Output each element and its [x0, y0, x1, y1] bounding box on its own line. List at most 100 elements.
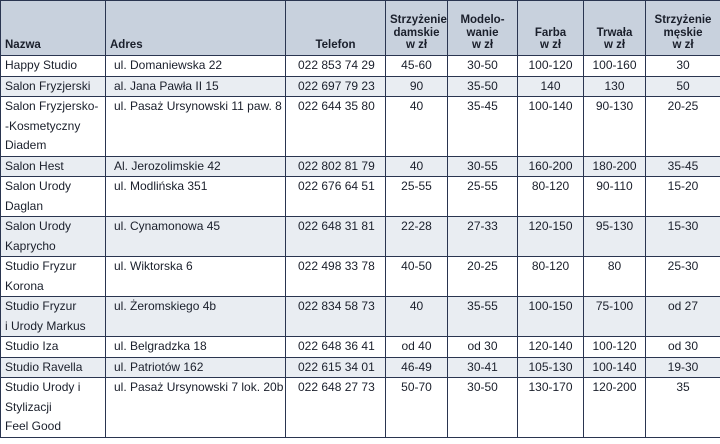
- price-cell: 100-120: [517, 55, 584, 77]
- table-row: Happy Studio ul. Domaniewska 22 022 853 74…: [0, 55, 720, 77]
- header-text: w zł: [603, 39, 626, 52]
- address-cell: ul. Belgradzka 18: [105, 336, 286, 358]
- phone-cell: 022 644 35 80: [285, 96, 386, 157]
- name-text: Salon Fryzjersko-: [5, 99, 99, 113]
- price-cell: 100-140: [517, 96, 584, 157]
- price-cell: 100-140: [583, 356, 646, 378]
- price-cell: 20-25: [645, 96, 720, 157]
- price-cell: 105-130: [517, 356, 584, 378]
- header-cell: Trwała w zł: [583, 0, 646, 56]
- name-text: -Kosmetyczny: [5, 118, 81, 133]
- price-cell: 30-50: [447, 55, 518, 77]
- price-cell: 40-50: [385, 256, 448, 297]
- table-row: Studio Iza ul. Belgradzka 18 022 648 36 41…: [0, 336, 720, 358]
- name-cell: Happy Studio: [0, 55, 106, 77]
- header-cell: Farba w zł: [517, 0, 584, 56]
- phone-cell: 022 802 81 79: [285, 155, 386, 177]
- phone-cell: 022 697 79 23: [285, 75, 386, 97]
- name-text: Daglan: [5, 198, 44, 213]
- price-cell: 80-120: [517, 176, 584, 217]
- price-cell: od 30: [447, 336, 518, 358]
- price-cell: 80: [583, 256, 646, 297]
- price-cell: 120-150: [517, 216, 584, 257]
- name-cell: Salon Urody Kaprycho: [0, 216, 106, 257]
- name-cell: Salon Fryzjerski: [0, 75, 106, 97]
- table-row: Salon Fryzjersko- -Kosmetyczny Diadem ul. P…: [0, 96, 720, 157]
- phone-cell: 022 615 34 01: [285, 356, 386, 378]
- name-text: Studio Fryzur: [5, 259, 77, 273]
- table-row: Salon Urody Daglan ul. Modlińska 351 022 67…: [0, 176, 720, 217]
- table-row: Studio Fryzur Korona ul. Wiktorska 6 022 49…: [0, 256, 720, 297]
- price-cell: 30-41: [447, 356, 518, 378]
- phone-cell: 022 648 31 81: [285, 216, 386, 257]
- phone-cell: 022 648 27 73: [285, 377, 386, 438]
- name-text: Studio Ravella: [5, 359, 83, 374]
- header-text: Modelo-: [460, 14, 505, 27]
- header-cell: Strzyżenie męskie w zł: [645, 0, 720, 56]
- name-text: Studio Urody i: [5, 380, 81, 394]
- header-text: Strzyżenie: [390, 14, 447, 27]
- header-text: w zł: [539, 39, 562, 52]
- name-cell: Studio Urody i Stylizacji Feel Good: [0, 377, 106, 438]
- price-cell: od 27: [645, 296, 720, 337]
- header-cell: Strzyżenie damskie w zł: [385, 0, 448, 56]
- price-cell: 100-120: [583, 336, 646, 358]
- phone-cell: 022 498 33 78: [285, 256, 386, 297]
- price-cell: 95-130: [583, 216, 646, 257]
- header-cell: Modelo-wanie w zł: [447, 0, 518, 56]
- address-cell: ul. Domaniewska 22: [105, 55, 286, 77]
- price-cell: 120-140: [517, 336, 584, 358]
- price-cell: 30-55: [447, 155, 518, 177]
- table-body: Happy Studio ul. Domaniewska 22 022 853 74…: [0, 55, 720, 438]
- price-cell: 27-33: [447, 216, 518, 257]
- price-cell: 40: [385, 155, 448, 177]
- table-row: Salon Hest Al. Jerozolimskie 42 022 802 81…: [0, 155, 720, 177]
- header-text: męskie: [663, 26, 703, 39]
- price-cell: 40: [385, 96, 448, 157]
- price-cell: 90-130: [583, 96, 646, 157]
- header-cell: Adres: [105, 0, 286, 56]
- table-row: Salon Fryzjerski al. Jana Pawła II 15 022 …: [0, 75, 720, 97]
- price-cell: 15-30: [645, 216, 720, 257]
- address-cell: ul. Modlińska 351: [105, 176, 286, 217]
- name-text: Salon Fryzjerski: [5, 78, 91, 93]
- table-row: Studio Fryzur i Urody Markus ul. Żeromskie…: [0, 296, 720, 337]
- address-cell: ul. Wiktorska 6: [105, 256, 286, 297]
- header-text: w zł: [672, 39, 694, 52]
- name-cell: Salon Hest: [0, 155, 106, 177]
- address-cell: ul. Pasaż Ursynowski 7 lok. 20b: [105, 377, 286, 438]
- header-cell: Telefon: [285, 0, 386, 56]
- price-cell: 40: [385, 296, 448, 337]
- phone-cell: 022 676 64 51: [285, 176, 386, 217]
- address-cell: al. Jana Pawła II 15: [105, 75, 286, 97]
- phone-cell: 022 853 74 29: [285, 55, 386, 77]
- header-text: Trwała: [596, 26, 633, 39]
- price-cell: 100-160: [583, 55, 646, 77]
- price-cell: od 40: [385, 336, 448, 358]
- phone-cell: 022 648 36 41: [285, 336, 386, 358]
- price-cell: 30: [645, 55, 720, 77]
- name-text: Salon Urody: [5, 219, 72, 233]
- header-text: Farba: [534, 26, 567, 39]
- price-cell: 19-30: [645, 356, 720, 378]
- name-text: Diadem: [5, 138, 47, 152]
- price-cell: 50-70: [385, 377, 448, 438]
- price-cell: 35-55: [447, 296, 518, 337]
- price-cell: 90: [385, 75, 448, 97]
- name-cell: Studio Fryzur Korona: [0, 256, 106, 297]
- address-cell: ul. Patriotów 162: [105, 356, 286, 378]
- price-cell: 75-100: [583, 296, 646, 337]
- name-text: Kaprycho: [5, 238, 56, 253]
- name-cell: Studio Fryzur i Urody Markus: [0, 296, 106, 337]
- name-cell: Salon Fryzjersko- -Kosmetyczny Diadem: [0, 96, 106, 157]
- price-cell: 90-110: [583, 176, 646, 217]
- price-cell: 50: [645, 75, 720, 97]
- price-cell: 25-55: [447, 176, 518, 217]
- price-cell: 25-55: [385, 176, 448, 217]
- header-text: Strzyżenie: [654, 14, 712, 27]
- price-cell: 100-150: [517, 296, 584, 337]
- phone-cell: 022 834 58 73: [285, 296, 386, 337]
- header-row: Nazwa Adres Telefon Strzyżenie damskie w zł Mo…: [0, 0, 720, 56]
- name-cell: Salon Urody Daglan: [0, 176, 106, 217]
